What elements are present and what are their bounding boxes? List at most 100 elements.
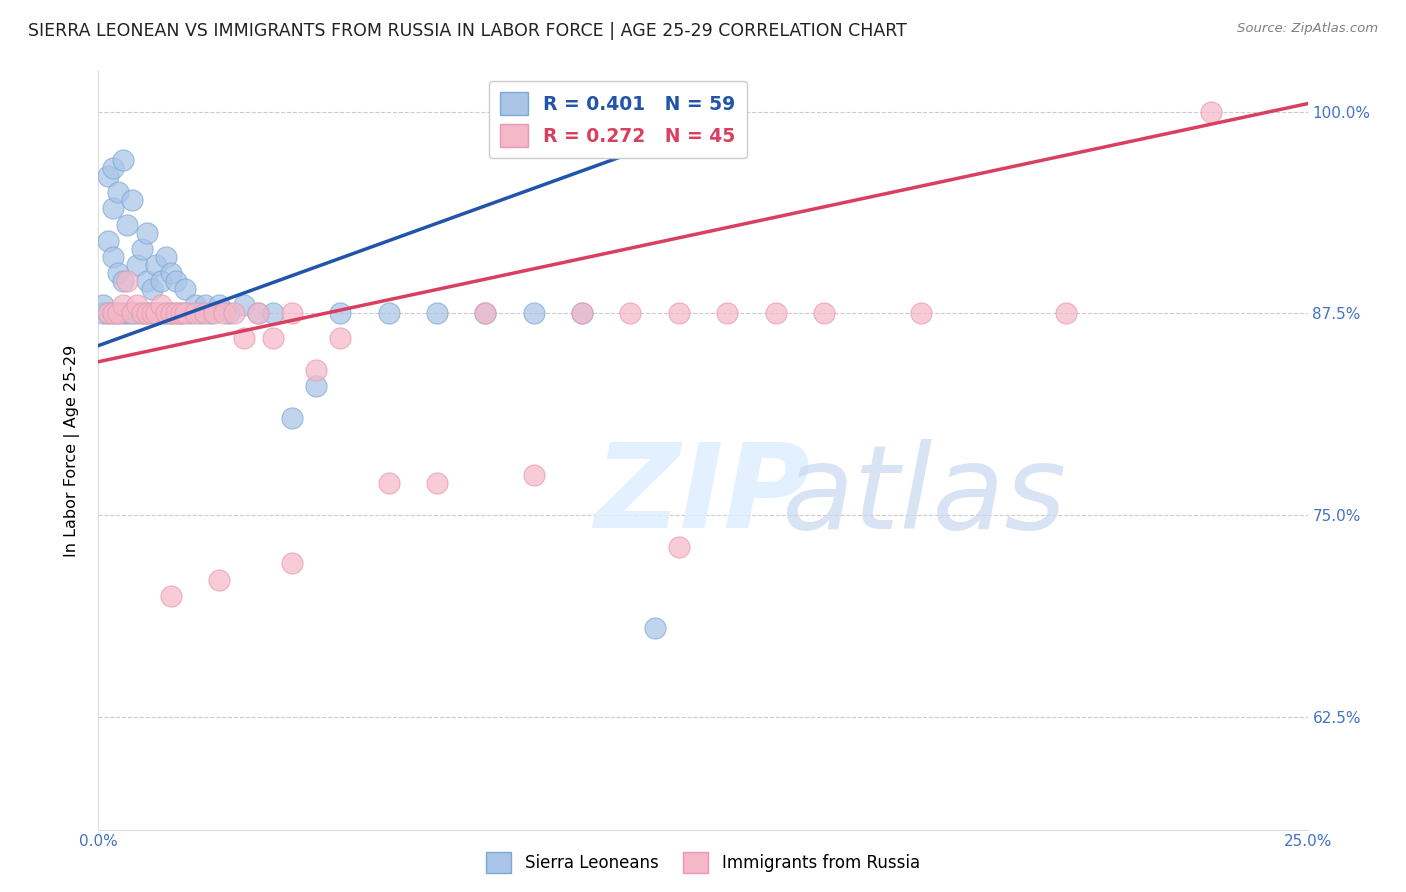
Point <box>121 306 143 320</box>
Point <box>232 298 254 312</box>
Point <box>91 298 114 312</box>
Point <box>135 306 157 320</box>
Point <box>127 298 149 312</box>
Point <box>160 306 183 320</box>
Point <box>1054 306 1077 320</box>
Point <box>131 306 153 320</box>
Point <box>208 298 231 312</box>
Point <box>305 363 328 377</box>
Point <box>101 306 124 320</box>
Point <box>262 330 284 344</box>
Legend: R = 0.401   N = 59, R = 0.272   N = 45: R = 0.401 N = 59, R = 0.272 N = 45 <box>489 81 747 159</box>
Point <box>619 306 641 320</box>
Point <box>111 298 134 312</box>
Point <box>194 306 217 320</box>
Point <box>141 306 163 320</box>
Point <box>135 306 157 320</box>
Point <box>107 266 129 280</box>
Point <box>135 226 157 240</box>
Point <box>668 306 690 320</box>
Point <box>1199 104 1222 119</box>
Point <box>174 306 197 320</box>
Point <box>150 298 173 312</box>
Point <box>111 274 134 288</box>
Point <box>765 306 787 320</box>
Point <box>188 306 211 320</box>
Point <box>101 306 124 320</box>
Point <box>165 274 187 288</box>
Point <box>813 306 835 320</box>
Point <box>377 475 399 490</box>
Point <box>329 306 352 320</box>
Text: SIERRA LEONEAN VS IMMIGRANTS FROM RUSSIA IN LABOR FORCE | AGE 25-29 CORRELATION : SIERRA LEONEAN VS IMMIGRANTS FROM RUSSIA… <box>28 22 907 40</box>
Point <box>101 161 124 176</box>
Point <box>184 298 207 312</box>
Point <box>305 379 328 393</box>
Point <box>232 330 254 344</box>
Point <box>571 306 593 320</box>
Point <box>91 306 114 320</box>
Point <box>117 306 139 320</box>
Text: atlas: atlas <box>782 439 1067 553</box>
Point <box>160 589 183 603</box>
Point <box>174 282 197 296</box>
Point <box>135 274 157 288</box>
Point <box>169 306 191 320</box>
Point <box>426 475 449 490</box>
Point <box>107 306 129 320</box>
Legend: Sierra Leoneans, Immigrants from Russia: Sierra Leoneans, Immigrants from Russia <box>479 846 927 880</box>
Point <box>474 306 496 320</box>
Point <box>155 306 177 320</box>
Point <box>165 306 187 320</box>
Point <box>281 306 304 320</box>
Point <box>107 186 129 200</box>
Text: Source: ZipAtlas.com: Source: ZipAtlas.com <box>1237 22 1378 36</box>
Point <box>179 306 201 320</box>
Point <box>222 306 245 320</box>
Point <box>145 306 167 320</box>
Point <box>111 153 134 167</box>
Text: ZIP: ZIP <box>595 439 810 553</box>
Point <box>141 306 163 320</box>
Point <box>155 250 177 264</box>
Point <box>145 306 167 320</box>
Point <box>150 274 173 288</box>
Point <box>281 411 304 425</box>
Point <box>155 306 177 320</box>
Point <box>184 306 207 320</box>
Point <box>523 467 546 482</box>
Point <box>426 306 449 320</box>
Point <box>571 306 593 320</box>
Point <box>281 557 304 571</box>
Point <box>204 306 226 320</box>
Point <box>127 306 149 320</box>
Point <box>668 541 690 555</box>
Point <box>131 306 153 320</box>
Point <box>247 306 270 320</box>
Point <box>107 306 129 320</box>
Point <box>127 258 149 272</box>
Point <box>910 306 932 320</box>
Point <box>117 274 139 288</box>
Point <box>194 298 217 312</box>
Point <box>329 330 352 344</box>
Point <box>160 306 183 320</box>
Point <box>212 306 235 320</box>
Point <box>208 573 231 587</box>
Point <box>716 306 738 320</box>
Point <box>97 169 120 184</box>
Point <box>141 282 163 296</box>
Point <box>474 306 496 320</box>
Point <box>111 306 134 320</box>
Point <box>150 306 173 320</box>
Point <box>165 306 187 320</box>
Point <box>145 258 167 272</box>
Point <box>97 234 120 248</box>
Point <box>101 250 124 264</box>
Point <box>644 621 666 635</box>
Point <box>218 306 240 320</box>
Point <box>121 194 143 208</box>
Point <box>97 306 120 320</box>
Point <box>101 202 124 216</box>
Point <box>262 306 284 320</box>
